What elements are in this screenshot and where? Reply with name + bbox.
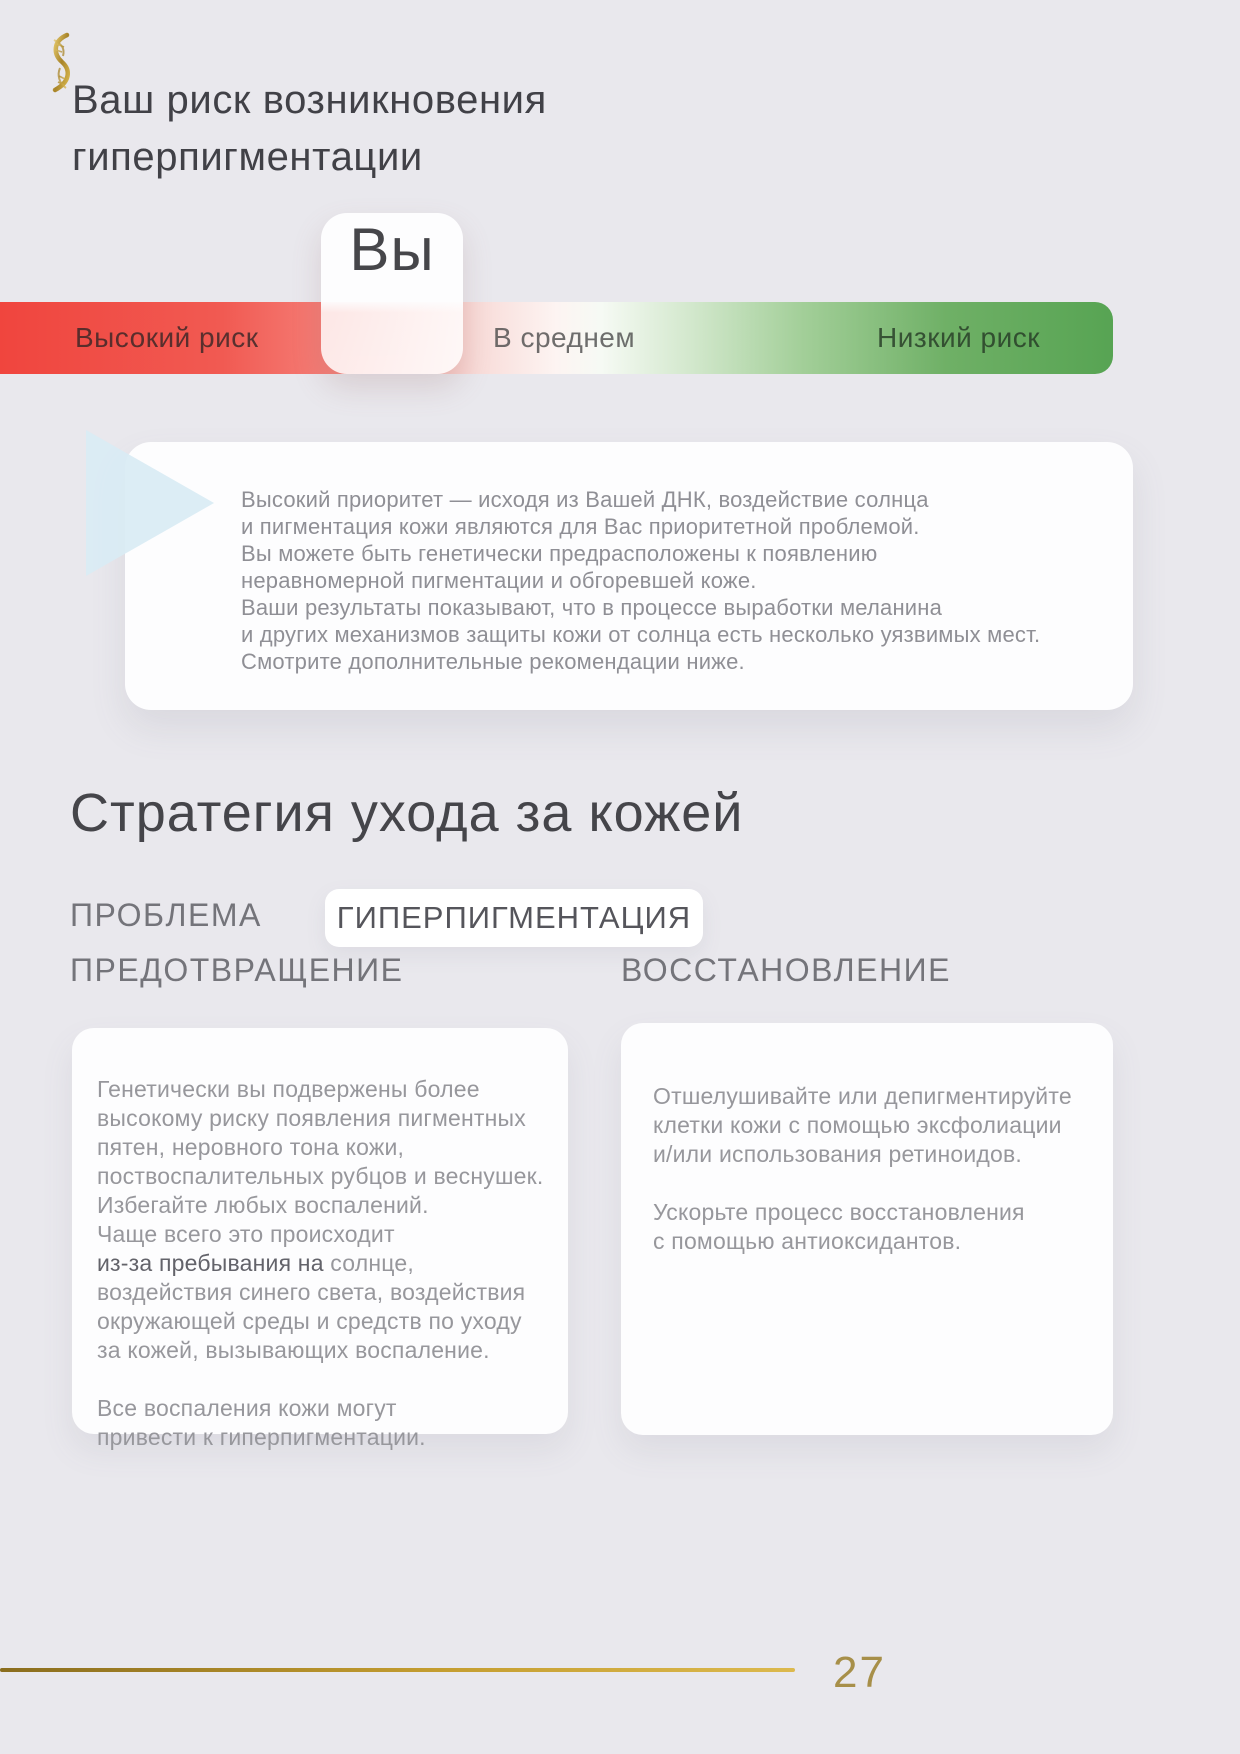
page-title-line1: Ваш риск возникновения: [72, 78, 547, 122]
risk-label-high: Высокий риск: [75, 322, 259, 353]
prevention-paragraph1-highlight: из-за пребывания на: [97, 1250, 324, 1276]
summary-text: Высокий приоритет — исходя из Вашей ДНК,…: [241, 487, 1041, 674]
prevention-paragraph1-after: солнце, воздействия синего света, воздей…: [97, 1250, 526, 1363]
risk-label-low: Низкий риск: [877, 322, 1040, 353]
page-number: 27: [833, 1648, 886, 1697]
recovery-paragraph1: Отшелушивайте или депигментируйте клетки…: [653, 1083, 1072, 1167]
summary-card: Высокий приоритет — исходя из Вашей ДНК,…: [125, 442, 1133, 710]
page-title-line2: гиперпигментации: [72, 135, 423, 179]
column-heading-recovery: ВОССТАНОВЛЕНИЕ: [621, 952, 951, 988]
prevention-card: Генетически вы подвержены более высокому…: [72, 1028, 568, 1450]
risk-marker-label: Вы: [349, 216, 435, 283]
strategy-title: Стратегия ухода за кожей: [70, 783, 744, 843]
problem-label: ПРОБЛЕМА: [70, 897, 262, 933]
dna-helix-icon: [44, 32, 78, 94]
prevention-text: Генетически вы подвержены более высокому…: [97, 1046, 547, 1481]
column-heading-prevention: ПРЕДОТВРАЩЕНИЕ: [70, 952, 404, 988]
page-title: Ваш риск возникновения гиперпигментации: [72, 72, 547, 186]
recovery-card: Отшелушивайте или депигментируйте клетки…: [621, 1023, 1113, 1435]
recovery-text: Отшелушивайте или депигментируйте клетки…: [653, 1053, 1083, 1285]
prevention-paragraph1-before: Генетически вы подвержены более высокому…: [97, 1076, 544, 1247]
risk-gradient-bar: Высокий риск В среднем Низкий риск: [0, 302, 1113, 374]
problem-value: ГИПЕРПИГМЕНТАЦИЯ: [336, 900, 692, 935]
recovery-paragraph2: Ускорьте процесс восстановления с помощь…: [653, 1199, 1025, 1254]
risk-marker-card: Вы: [321, 213, 463, 374]
risk-label-medium: В среднем: [493, 322, 636, 353]
prevention-paragraph2: Все воспаления кожи могут привести к гип…: [97, 1395, 426, 1450]
triangle-pointer-icon: [86, 430, 214, 581]
footer-gold-line: [0, 1668, 795, 1672]
problem-value-badge: ГИПЕРПИГМЕНТАЦИЯ: [325, 889, 703, 947]
